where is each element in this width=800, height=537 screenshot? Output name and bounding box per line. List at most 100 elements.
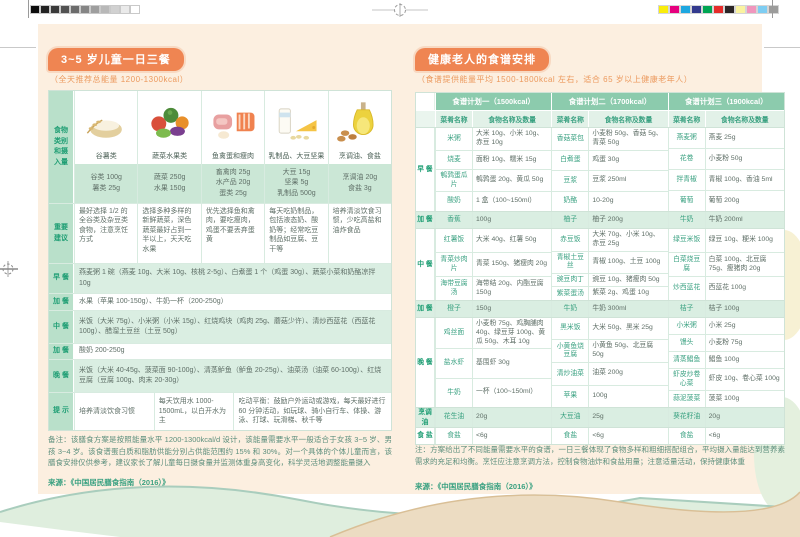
dish-name-cell: 海带豆腐汤 [436,277,473,300]
tips-row: 提 示培养清淡饮食习惯 每天饮用水 1000-1500mL，以白开水为主 吃动平衡：… [49,392,391,430]
dairy-soy-photo [265,91,327,151]
dish-row: 橙子 150g [436,301,551,317]
dish-name-cell: 豆浆 [552,171,590,191]
plan-column: 小米粥 小米 25g 馒头 小麦粉 75g 清蒸鲳鱼 鲳鱼 100g 虾皮炒卷心菜 虾皮 10… [667,318,784,408]
food-amount-cell: 青椒 100g、香油 5ml [708,175,773,183]
plan-column: 燕麦粥 燕麦 25g 花卷 小麦粉 50g 拌青椒 青椒 100g、香油 5ml 葡萄 葡萄 … [667,128,784,211]
left-page-title: 3~5 岁儿童一日三餐 [48,48,184,71]
food-amount-cell: <6g [476,431,488,439]
meal-row: 晚 餐米饭（大米 40-45g、菠菜面 90-100g）、清蒸鲈鱼（鲈鱼 20-… [49,359,391,392]
grains-photo [75,91,137,151]
food-group-amounts: 大豆 15g 坚果 5g 乳制品 500g [265,164,328,203]
food-group-name: 谷薯类 [95,153,117,160]
dish-row: 牛奶 一杯（100~150ml） [436,377,552,408]
dish-name-cell: 葵花籽油 [669,408,706,427]
dish-name-cell: 香菇菜包 [552,128,590,150]
dish-name-cell: 食盐 [669,428,706,444]
dish-name-cell: 清炒油菜 [552,363,590,385]
plan-header: 食谱计划二（1700kcal） [551,93,668,110]
dish-name-cell: 酸奶 [436,192,473,211]
food-amount-cell: 20g [708,413,720,421]
dish-name-cell: 鸡丝面 [436,318,473,349]
dish-row: 黑米饭 大米 50g、黑米 25g [552,318,667,340]
registration-mark-icon [372,3,428,17]
meal-section-row: 加 餐香蕉 100g 柚子 柚子 200g 牛奶 牛奶 200ml [416,211,784,228]
food-amount-cell: 桔子 100g [708,304,740,312]
food-amount-cell: <6g [592,431,604,439]
crop-mark [764,47,800,48]
color-swatch [680,5,691,14]
color-swatch [669,5,680,14]
meal-section-label: 晚 餐 [416,318,435,407]
dish-name-cell: 花卷 [669,149,706,169]
meal-section-row: 晚 餐鸡丝面 小麦粉 75g、鸡胸脯肉 40g、绿豆芽 100g、黄瓜 50g、木… [416,317,784,408]
plan-column: 鸡丝面 小麦粉 75g、鸡胸脯肉 40g、绿豆芽 100g、黄瓜 50g、木耳 1… [435,318,552,408]
left-page-subtitle: （全天推荐总能量 1200-1300kcal） [50,75,189,84]
color-swatch [713,5,724,14]
food-amount-cell: 一杯（100~150ml） [476,388,538,396]
plan-column: 绿豆米饭 绿豆 10g、粳米 100g 白菜烧豆腐 白菜 100g、北豆腐 75g、瘦… [667,229,784,300]
plan-column: 米粥 大米 10g、小米 10g、赤豆 10g 烧麦 面粉 10g、糯米 15g 鹌鹑蛋… [435,128,552,211]
meal-section-label: 中 餐 [416,229,435,300]
dish-row: 燕麦粥 燕麦 25g [669,128,784,148]
dish-row: 盐水虾 基围虾 30g [436,348,552,378]
meal-section-label: 加 餐 [416,212,435,228]
meal-row-header: 晚 餐 [49,360,74,392]
food-amount-cell: 25g [592,413,604,421]
meal-section-label: 食 盐 [416,428,435,444]
dish-name-cell: 红薯饭 [436,229,473,252]
dish-name-cell: 大豆油 [552,408,590,427]
food-amount-cell: <6g [708,431,721,439]
dish-row: 虾皮炒卷心菜 虾皮 10g、卷心菜 100g [668,368,784,391]
gray-swatch [30,5,40,14]
advice-row: 重要建议 最好选择 1/2 的全谷类及杂豆类食物，注意烹饪方式 选择多种多样的新鲜蔬… [49,203,391,263]
food-groups-row: 食物类别和摄入量 谷薯类 谷类 100g 薯类 25g 蔬菜水果类 蔬菜 250g 水果… [49,91,392,203]
food-amount-cell: 小麦粉 50g [708,154,743,162]
dish-name-cell: 虾皮炒卷心菜 [669,369,706,391]
registration-mark-icon [0,261,18,277]
dish-row: 奶酪 10-20g [552,190,668,212]
dish-name-cell: 赤豆饭 [552,229,590,251]
food-amount-cell: 面粉 10g、糯米 15g [476,155,537,163]
dish-row: 蒜泥菠菜 菠菜 100g [668,390,784,408]
food-amount-cell: 150g [476,304,492,312]
right-page-title: 健康老人的食谱安排 [415,48,549,71]
food-amount-cell: 燕麦 25g [708,133,736,141]
food-amount-cell: 白菜 100g、北豆腐 75g、瘦猪肉 20g [708,255,767,272]
dish-column-header: 菜肴名称 [435,111,472,127]
food-amount-cell: 油菜 200g [592,369,623,377]
dish-name-cell: 燕麦粥 [669,128,706,148]
dish-row: 牛奶 牛奶 300ml [552,301,667,317]
food-column-header: 食物名称及数量 [704,111,784,127]
tip-cell: 吃动平衡：鼓励户外运动或游戏，每天最好进行 60 分钟活动，如玩球、骑小自行车、… [233,393,391,430]
food-column-header: 食物名称及数量 [588,111,668,127]
row-header-food-categories: 食物类别和摄入量 [49,91,74,203]
food-column-header: 食物名称及数量 [472,111,552,127]
meal-section-label: 烹调油 [416,408,435,427]
gray-swatch [80,5,90,14]
plan-column: 桔子 桔子 100g [667,301,784,317]
food-amount-cell: 西蓝花 100g [708,284,747,292]
dish-row: 牛奶 牛奶 200ml [669,212,784,228]
row-header-tips: 提 示 [49,393,74,430]
dish-name-cell: 黑米饭 [552,318,590,340]
plan-column: 牛奶 牛奶 300ml [551,301,667,317]
dish-row: 米粥 大米 10g、小米 10g、赤豆 10g [436,128,551,150]
left-page-source: 来源：《中国居民膳食指南（2016）》 [48,478,170,487]
food-group-name: 鱼禽蛋和瘦肉 [212,153,255,160]
dish-row: 紫菜蛋汤 紫菜 2g、鸡蛋 10g [552,286,668,301]
dish-name-cell: 蒜泥菠菜 [669,391,706,408]
dish-name-cell: 牛奶 [669,212,706,228]
food-amount-cell: 10-20g [592,196,614,204]
gray-swatch [60,5,70,14]
dish-row: 食盐 <6g [436,428,551,444]
row-header-advice: 重要建议 [49,204,74,263]
plan-column: 牛奶 牛奶 200ml [667,212,784,228]
food-amount-cell: 海带结 20g、内酯豆腐 150g [476,279,544,296]
meal-description: 燕麦粥 1 碗（燕麦 10g、大米 10g、核桃 2-5g）、白煮蛋 1 个（鸡… [74,264,391,293]
food-amount-cell: 大米 40g、红薯 50g [476,236,537,244]
meal-section-row: 早 餐米粥 大米 10g、小米 10g、赤豆 10g 烧麦 面粉 10g、糯米 15g… [416,127,784,212]
dish-row: 小米粥 小米 25g [669,318,784,335]
right-page-subtitle: （食谱提供能量平均 1500-1800kcal 左右，适合 65 岁以上健康老年… [417,75,693,84]
meal-description: 酸奶 200-250g [79,347,125,355]
